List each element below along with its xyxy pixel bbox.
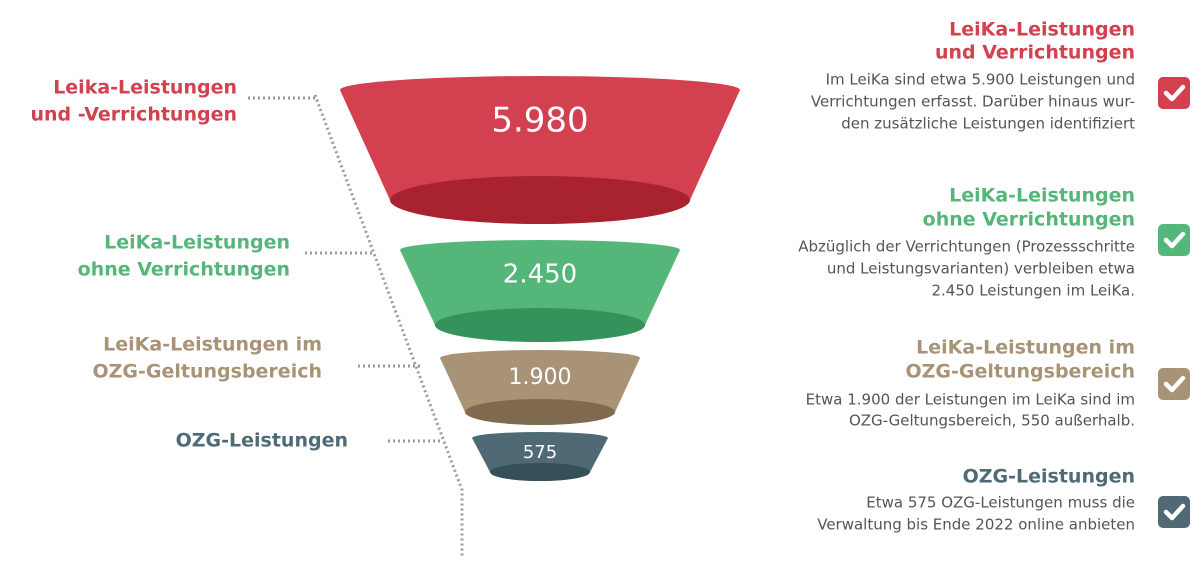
- left-label: OZG-Geltungsbereich: [93, 361, 323, 383]
- left-label: ohne Verrichtungen: [78, 259, 290, 281]
- stage-title: ohne Verrichtungen: [923, 209, 1135, 231]
- checkbox: [1158, 77, 1190, 109]
- stage-description: Im LeiKa sind etwa 5.900 Leistungen und: [826, 71, 1135, 89]
- funnel-segment-base: [390, 176, 690, 224]
- funnel-segment-base: [435, 308, 645, 342]
- checkbox: [1158, 224, 1190, 256]
- stage-title: OZG-Leistungen: [963, 466, 1135, 488]
- funnel-segment-base: [490, 463, 590, 481]
- left-label: LeiKa-Leistungen im: [103, 334, 322, 356]
- stage-title: und Verrichtungen: [935, 42, 1135, 64]
- checkmark: [1163, 503, 1186, 521]
- stage-description: Verwaltung bis Ende 2022 online anbieten: [817, 516, 1135, 534]
- funnel-segment-base: [465, 399, 615, 425]
- checkmark: [1163, 84, 1186, 102]
- stage-description: Etwa 575 OZG-Leistungen muss die: [866, 494, 1135, 512]
- stage-description: Etwa 1.900 der Leistungen im LeiKa sind …: [806, 391, 1135, 409]
- checkmark: [1163, 375, 1186, 393]
- stage-title: OZG-Geltungsbereich: [906, 361, 1136, 383]
- left-label: Leika-Leistungen: [53, 77, 237, 99]
- stage-description: OZG-Geltungsbereich, 550 außerhalb.: [849, 412, 1135, 430]
- stage-description: Verrichtungen erfasst. Darüber hinaus wu…: [811, 93, 1135, 111]
- stage-title: LeiKa-Leistungen: [949, 19, 1135, 41]
- left-label: LeiKa-Leistungen: [104, 232, 290, 254]
- checkbox: [1158, 368, 1190, 400]
- stage-description: Abzüglich der Verrichtungen (Prozessschr…: [798, 238, 1135, 256]
- stage-description: 2.450 Leistungen im LeiKa.: [931, 282, 1135, 300]
- funnel-value: 2.450: [503, 260, 577, 290]
- checkmark: [1163, 231, 1186, 249]
- funnel-value: 1.900: [509, 365, 572, 390]
- left-label: und -Verrichtungen: [30, 104, 237, 126]
- stage-title: LeiKa-Leistungen im: [916, 337, 1135, 359]
- connector-line: [313, 94, 464, 556]
- stage-description: und Leistungsvarianten) verbleiben etwa: [827, 260, 1135, 278]
- funnel-value: 5.980: [491, 101, 588, 141]
- stage-description: den zusätzliche Leistungen identifiziert: [841, 115, 1135, 133]
- stage-title: LeiKa-Leistungen: [949, 185, 1135, 207]
- left-label: OZG-Leistungen: [176, 430, 348, 452]
- checkbox: [1158, 496, 1190, 528]
- funnel-value: 575: [523, 442, 557, 463]
